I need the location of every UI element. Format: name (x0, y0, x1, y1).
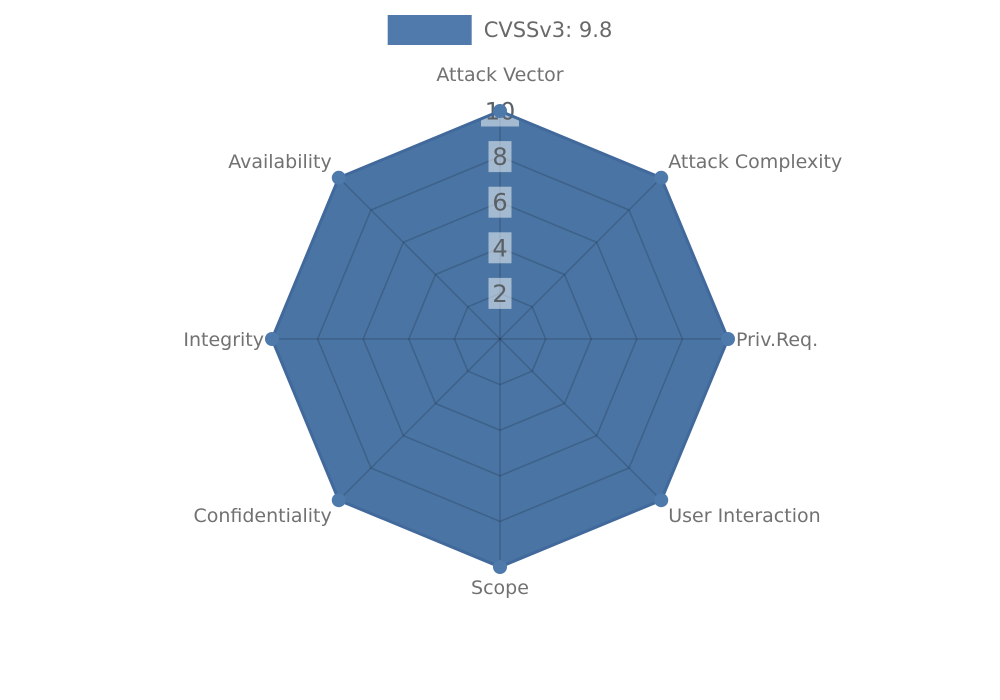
data-point-marker (493, 104, 507, 118)
data-point-marker (721, 332, 735, 346)
data-point-marker (265, 332, 279, 346)
axis-spoke (338, 177, 501, 340)
series-fill (272, 111, 728, 567)
tick-label-box (488, 232, 512, 264)
data-point-marker (493, 560, 507, 574)
axis-label-attack-complexity: Attack Complexity (668, 151, 842, 173)
axis-spoke (499, 338, 662, 501)
axis-spoke (499, 177, 662, 340)
axis-spoke (338, 338, 501, 501)
data-point-marker (654, 170, 669, 185)
grid-ring (453, 292, 547, 386)
axis-label-attack-vector: Attack Vector (436, 64, 563, 86)
axis-label-confidentiality: Confidentiality (193, 505, 331, 527)
axis-label-availability: Availability (228, 151, 332, 173)
grid-ring (316, 155, 684, 523)
data-point-marker (654, 493, 669, 508)
axis-label-user-interaction: User Interaction (668, 505, 820, 527)
axis-label-scope: Scope (471, 577, 529, 599)
tick-label-box (488, 141, 512, 173)
tick-label-box (488, 186, 512, 218)
data-point-marker (331, 493, 346, 508)
grid-ring (407, 246, 593, 432)
data-point-marker (331, 170, 346, 185)
legend-label: CVSSv3: 9.8 (483, 18, 613, 42)
axis-label-priv-req: Priv.Req. (736, 329, 818, 351)
tick-label-box (488, 277, 512, 309)
tick-label: 8 (492, 143, 507, 171)
tick-label: 6 (492, 189, 507, 217)
tick-label: 2 (492, 280, 507, 308)
legend-swatch (387, 15, 472, 45)
chart-legend[interactable]: CVSSv3: 9.8 (387, 15, 613, 45)
axis-label-integrity: Integrity (183, 329, 264, 351)
tick-label: 4 (492, 234, 507, 262)
grid-ring (362, 201, 638, 477)
